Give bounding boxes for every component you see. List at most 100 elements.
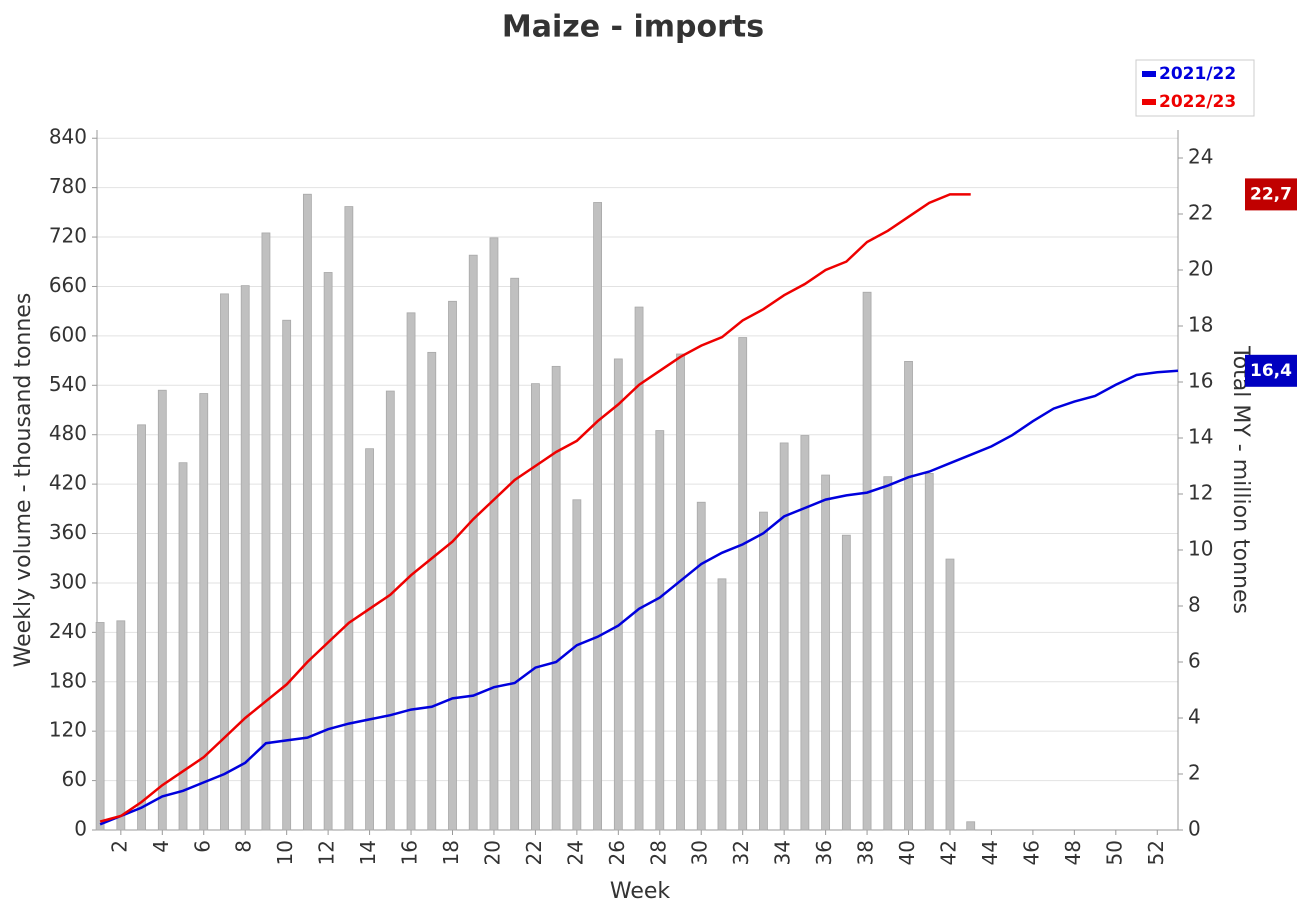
y-tick-label: 600 bbox=[49, 322, 87, 346]
bar bbox=[655, 430, 665, 831]
legend-label: 2022/23 bbox=[1159, 92, 1236, 112]
bar bbox=[862, 291, 872, 831]
bar bbox=[261, 232, 271, 831]
x-tick-label: 12 bbox=[315, 840, 339, 865]
y2-tick-label: 10 bbox=[1188, 537, 1213, 561]
bar bbox=[137, 424, 146, 831]
y-tick-label: 60 bbox=[62, 767, 87, 791]
x-tick-label: 8 bbox=[232, 840, 256, 853]
y2-tick-label: 12 bbox=[1188, 481, 1213, 505]
end-label-box bbox=[1245, 178, 1297, 211]
bar bbox=[302, 193, 312, 831]
y-tick-label: 120 bbox=[49, 718, 87, 742]
y-axis-label: Weekly volume - thousand tonnes bbox=[11, 293, 36, 668]
end-label: 16,4 bbox=[1250, 361, 1292, 381]
x-tick-label: 38 bbox=[854, 840, 878, 865]
bar bbox=[572, 499, 582, 831]
x-tick-label: 24 bbox=[563, 840, 587, 865]
x-tick-label: 22 bbox=[522, 840, 546, 865]
x-tick-label: 50 bbox=[1102, 840, 1126, 865]
y-tick-label: 0 bbox=[74, 817, 87, 841]
y2-tick-label: 14 bbox=[1188, 425, 1213, 449]
y-tick-label: 780 bbox=[49, 174, 87, 198]
y2-tick-label: 24 bbox=[1188, 145, 1213, 169]
y2-tick-label: 2 bbox=[1188, 761, 1201, 785]
end-label-box bbox=[1245, 354, 1297, 387]
bar bbox=[759, 511, 768, 831]
bar bbox=[220, 293, 229, 831]
y-tick-label: 180 bbox=[49, 668, 87, 692]
y-tick-label: 660 bbox=[49, 273, 87, 297]
x-tick-label: 6 bbox=[190, 840, 214, 853]
bar bbox=[178, 462, 188, 831]
bar bbox=[240, 285, 250, 831]
bar bbox=[717, 578, 727, 831]
bar bbox=[282, 319, 292, 831]
bar bbox=[323, 272, 333, 831]
x-tick-label: 44 bbox=[978, 840, 1002, 865]
y-tick-label: 480 bbox=[49, 421, 87, 445]
bar bbox=[696, 501, 706, 831]
bar bbox=[883, 476, 893, 831]
x-tick-label: 4 bbox=[149, 840, 173, 853]
x-tick-label: 34 bbox=[771, 840, 795, 865]
bar bbox=[593, 202, 602, 831]
y-tick-label: 240 bbox=[49, 619, 87, 643]
bar bbox=[904, 361, 913, 831]
x-tick-label: 48 bbox=[1061, 840, 1085, 865]
y-tick-label: 300 bbox=[49, 569, 87, 593]
legend-label: 2021/22 bbox=[1159, 64, 1236, 84]
chart-title: Maize - imports bbox=[502, 10, 764, 45]
x-tick-label: 32 bbox=[729, 840, 753, 865]
y2-tick-label: 22 bbox=[1188, 201, 1213, 225]
bar bbox=[924, 473, 934, 831]
x-tick-label: 40 bbox=[895, 840, 919, 865]
bar bbox=[613, 358, 623, 831]
y2-axis-label: Total MY - million tonnes bbox=[1228, 345, 1253, 614]
x-tick-label: 18 bbox=[439, 840, 463, 865]
x-tick-label: 10 bbox=[273, 840, 297, 865]
y2-tick-label: 6 bbox=[1188, 649, 1201, 673]
bar bbox=[676, 353, 685, 831]
bar bbox=[385, 390, 395, 831]
x-tick-label: 30 bbox=[688, 840, 712, 865]
bar bbox=[427, 351, 437, 831]
line-series bbox=[99, 193, 971, 823]
x-axis-label: Week bbox=[610, 879, 671, 904]
x-tick-label: 14 bbox=[356, 840, 380, 865]
bar bbox=[199, 393, 209, 831]
bar bbox=[800, 435, 810, 831]
bar bbox=[157, 389, 167, 831]
x-tick-label: 16 bbox=[398, 840, 422, 865]
x-tick-label: 46 bbox=[1019, 840, 1043, 865]
legend-box bbox=[1135, 59, 1255, 117]
x-tick-label: 36 bbox=[812, 840, 836, 865]
y2-tick-label: 4 bbox=[1188, 705, 1201, 729]
bar bbox=[821, 474, 831, 831]
x-tick-label: 28 bbox=[646, 840, 670, 865]
y-tick-label: 720 bbox=[49, 224, 87, 248]
legend-swatch bbox=[1142, 71, 1156, 77]
bar bbox=[468, 254, 478, 831]
bar bbox=[779, 442, 789, 831]
y2-tick-label: 8 bbox=[1188, 593, 1201, 617]
y2-tick-label: 20 bbox=[1188, 257, 1213, 281]
legend-swatch bbox=[1142, 99, 1156, 105]
bar bbox=[448, 300, 457, 831]
line-series bbox=[99, 369, 1179, 826]
x-tick-label: 42 bbox=[936, 840, 960, 865]
y-tick-label: 360 bbox=[49, 520, 87, 544]
y-tick-label: 840 bbox=[49, 125, 87, 149]
bar bbox=[634, 306, 644, 831]
y2-tick-label: 18 bbox=[1188, 313, 1213, 337]
x-tick-label: 26 bbox=[605, 840, 629, 865]
bar bbox=[365, 448, 374, 831]
bar bbox=[841, 534, 851, 831]
bar bbox=[551, 365, 561, 831]
bar bbox=[738, 337, 748, 831]
bar bbox=[344, 206, 354, 831]
end-label: 22,7 bbox=[1250, 184, 1292, 204]
x-tick-label: 52 bbox=[1144, 840, 1168, 865]
